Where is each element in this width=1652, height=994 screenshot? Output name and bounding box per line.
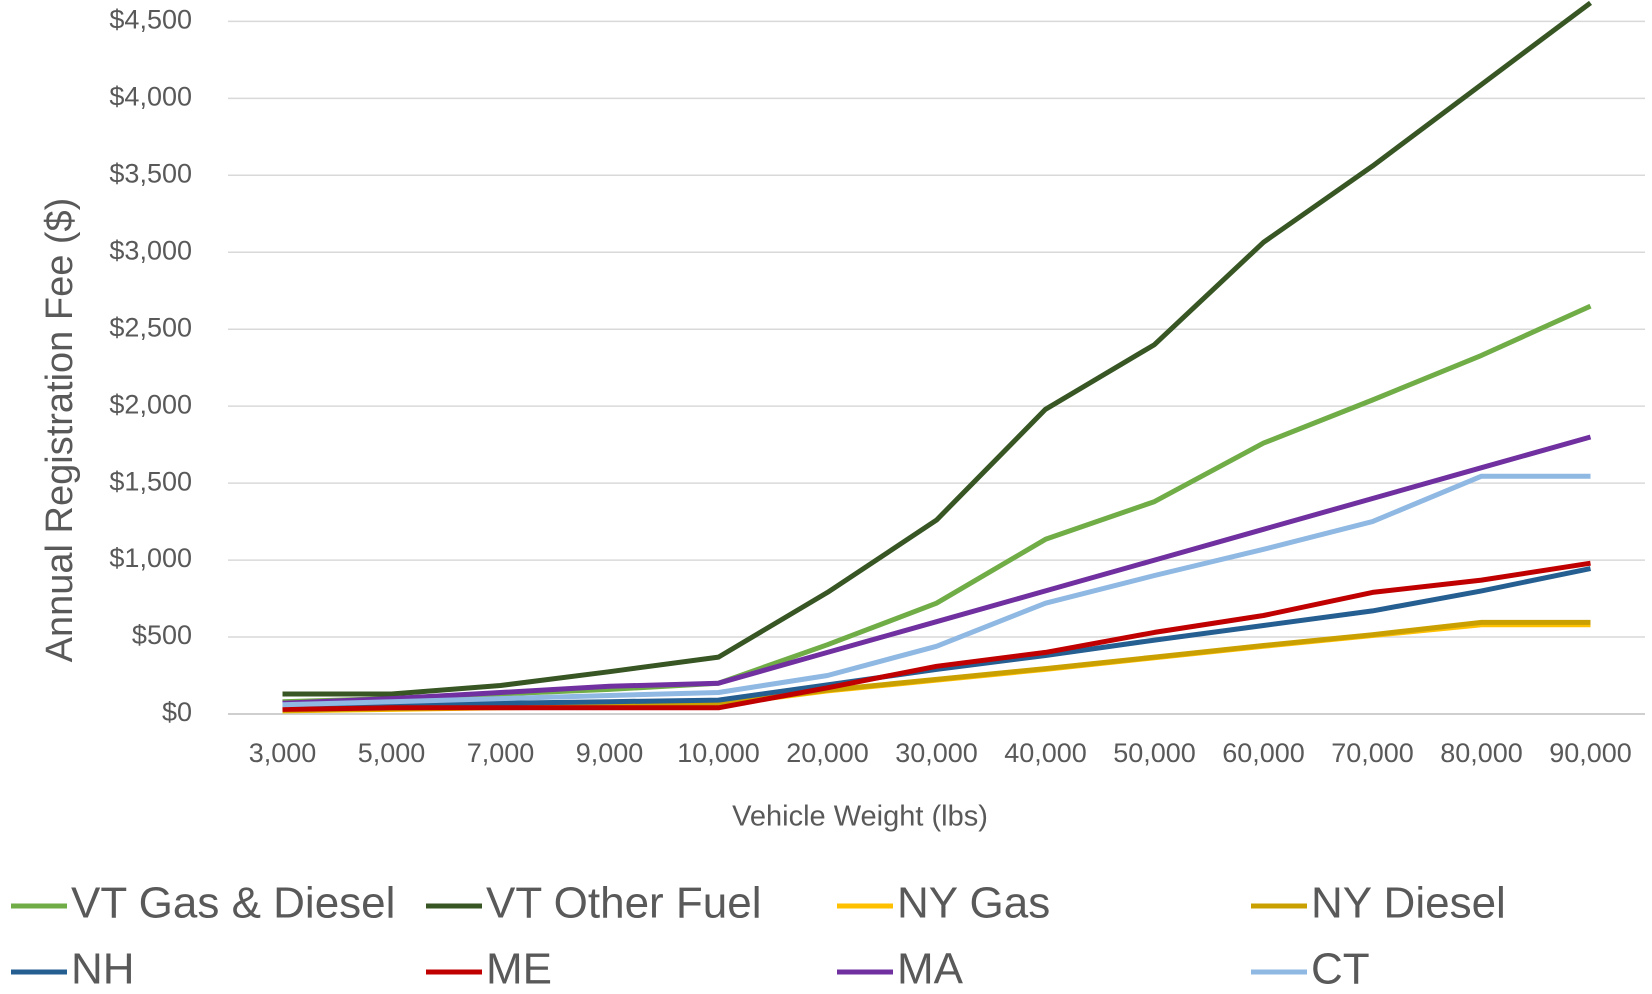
x-axis-title: Vehicle Weight (lbs): [732, 801, 988, 833]
x-tick-label: 60,000: [1222, 738, 1305, 768]
series-line: [282, 560, 1591, 712]
y-tick-label: $4,500: [109, 5, 192, 35]
x-tick-label: 30,000: [895, 738, 978, 768]
y-tick-label: $2,500: [109, 312, 192, 342]
legend-label: MA: [897, 945, 964, 994]
x-tick-label: 70,000: [1331, 738, 1414, 768]
x-tick-label: 20,000: [786, 738, 869, 768]
series-line: [282, 303, 1592, 705]
x-tick-label: 80,000: [1440, 738, 1523, 768]
x-tick-label: 9,000: [576, 738, 644, 768]
y-tick-label: $1,500: [109, 466, 192, 496]
series-line: [282, 566, 1592, 709]
y-tick-label: $4,000: [109, 81, 192, 111]
y-tick-label: $500: [132, 620, 192, 650]
legend-label: NY Gas: [897, 879, 1050, 928]
x-tick-label: 7,000: [467, 738, 535, 768]
x-tick-label: 40,000: [1004, 738, 1087, 768]
y-tick-label: $1,000: [109, 543, 192, 573]
legend-label: VT Other Fuel: [486, 879, 762, 928]
y-tick-label: $2,000: [109, 389, 192, 419]
x-tick-label: 50,000: [1113, 738, 1196, 768]
x-tick-label: 3,000: [249, 738, 317, 768]
y-axis-title: Annual Registration Fee ($): [39, 198, 81, 663]
series-line: [282, 0, 1592, 697]
legend-label: NH: [71, 945, 135, 994]
x-tick-label: 5,000: [358, 738, 426, 768]
y-tick-label: $0: [162, 697, 192, 727]
legend-label: CT: [1311, 945, 1370, 994]
legend-label: NY Diesel: [1311, 879, 1506, 928]
x-tick-label: 90,000: [1549, 738, 1632, 768]
y-tick-label: $3,000: [109, 235, 192, 265]
series-line: [282, 473, 1591, 708]
legend-label: ME: [486, 945, 552, 994]
y-tick-label: $3,500: [109, 158, 192, 188]
x-tick-label: 10,000: [677, 738, 760, 768]
legend-label: VT Gas & Diesel: [71, 879, 395, 928]
series-line: [282, 434, 1592, 706]
